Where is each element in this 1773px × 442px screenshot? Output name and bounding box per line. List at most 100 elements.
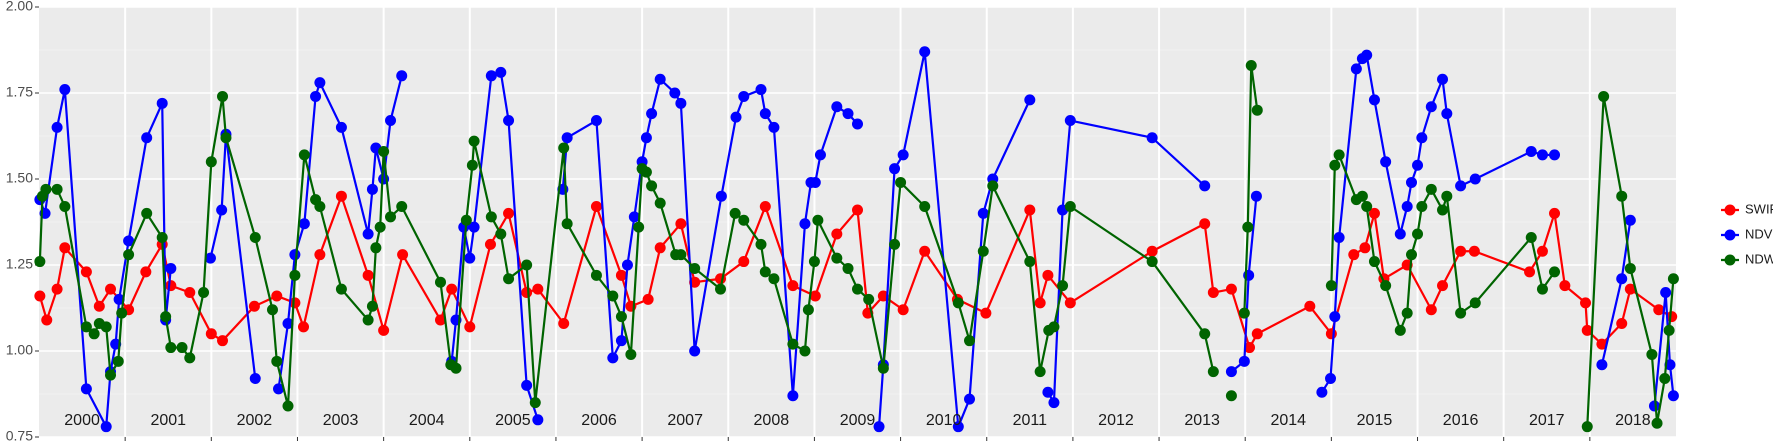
series-point (621, 259, 633, 271)
series-point (165, 280, 177, 292)
series-point (640, 166, 652, 178)
series-point (715, 283, 727, 295)
year-label: 2017 (1529, 412, 1565, 429)
series-point (1416, 132, 1428, 144)
series-point (205, 328, 217, 340)
series-point (1034, 366, 1046, 378)
series-point (987, 180, 999, 192)
series-point (1225, 283, 1237, 295)
series-point (1329, 159, 1341, 171)
series-point (314, 77, 326, 89)
series-point (640, 132, 652, 144)
series-line (450, 70, 539, 421)
series-point (964, 393, 976, 405)
series-point (1024, 204, 1036, 216)
series-point (100, 321, 112, 333)
series-point (396, 201, 408, 213)
year-label: 2003 (323, 412, 359, 429)
series-point (34, 256, 46, 268)
series-point (397, 249, 409, 261)
series-point (464, 252, 476, 264)
series-point (1333, 231, 1345, 243)
series-point (289, 297, 301, 309)
series-point (759, 108, 771, 120)
legend-swatch (1724, 204, 1736, 216)
series-point (561, 218, 573, 230)
series-point (105, 369, 117, 381)
series-point (335, 190, 347, 202)
series-point (1325, 328, 1337, 340)
series-point (1580, 297, 1592, 309)
series-point (759, 266, 771, 278)
series-point (1238, 307, 1250, 319)
series-point (1581, 421, 1593, 433)
year-label: 2018 (1615, 412, 1651, 429)
legend-swatch (1724, 229, 1736, 241)
series-point (466, 159, 478, 171)
series-point (1242, 221, 1254, 233)
series-point (450, 362, 462, 374)
series-point (59, 84, 71, 96)
series-point (615, 269, 627, 281)
series-point (385, 115, 397, 127)
series-point (1596, 359, 1608, 371)
series-line (209, 134, 257, 379)
series-point (1024, 94, 1036, 106)
series-point (646, 180, 658, 192)
series-point (1359, 242, 1371, 254)
series-point (1350, 63, 1362, 75)
series-point (503, 273, 515, 285)
series-point (1368, 207, 1380, 219)
series-point (216, 204, 228, 216)
series-point (759, 201, 771, 213)
legend-label: NDWI (1745, 251, 1773, 266)
series-point (503, 207, 515, 219)
series-point (1437, 280, 1449, 292)
series-point (1663, 324, 1675, 336)
series-point (802, 304, 814, 316)
series-point (738, 256, 750, 268)
series-point (1207, 366, 1219, 378)
year-label: 2013 (1184, 412, 1220, 429)
series-point (1316, 386, 1328, 398)
series-point (1394, 324, 1406, 336)
series-point (165, 342, 177, 354)
series-point (1653, 304, 1665, 316)
series-point (633, 221, 645, 233)
series-point (335, 283, 347, 295)
series-point (160, 311, 172, 323)
series-point (271, 290, 283, 302)
series-point (799, 345, 811, 357)
series-point (1536, 283, 1548, 295)
year-label: 2014 (1270, 412, 1306, 429)
series-point (1333, 149, 1345, 161)
series-point (529, 397, 541, 409)
year-label: 2001 (150, 412, 186, 429)
series-point (1042, 269, 1054, 281)
series-point (88, 328, 100, 340)
series-point (809, 176, 821, 188)
series-point (1325, 280, 1337, 292)
series-point (814, 149, 826, 161)
series-point (831, 228, 843, 240)
series-point (249, 373, 261, 385)
series-point (1225, 390, 1237, 402)
series-point (59, 242, 71, 254)
series-point (897, 149, 909, 161)
series-point (1659, 373, 1671, 385)
year-label: 2008 (754, 412, 790, 429)
series-point (93, 300, 105, 312)
series-point (335, 121, 347, 133)
series-point (768, 121, 780, 133)
series-point (198, 287, 210, 299)
series-point (625, 348, 637, 360)
series-point (1199, 218, 1211, 230)
series-point (1356, 190, 1368, 202)
series-point (298, 149, 310, 161)
series-point (1405, 176, 1417, 188)
series-point (1024, 256, 1036, 268)
series-point (59, 201, 71, 213)
series-point (1536, 245, 1548, 257)
series-point (919, 46, 931, 58)
series-point (1616, 190, 1628, 202)
